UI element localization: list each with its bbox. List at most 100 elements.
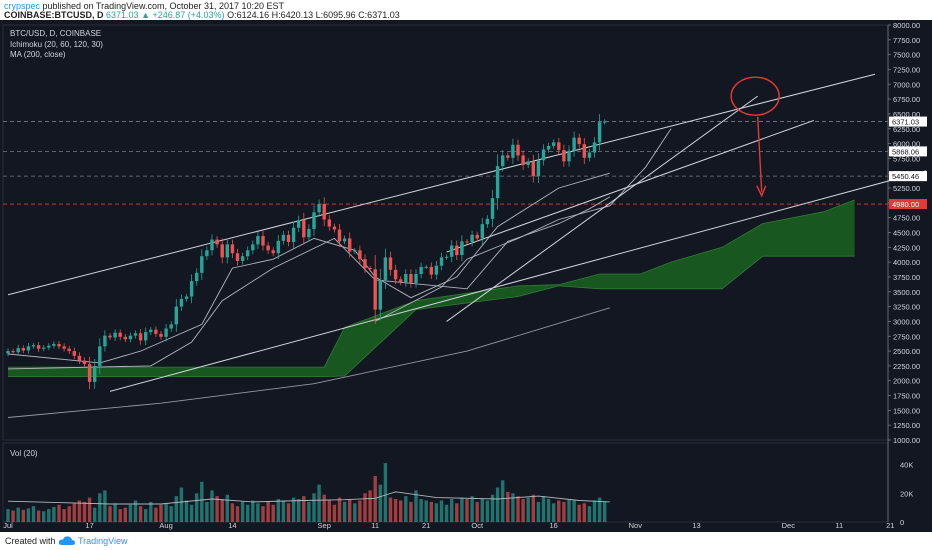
volume-bar	[6, 509, 10, 522]
candle-body	[368, 268, 372, 270]
candle-body	[138, 333, 143, 341]
volume-bar	[409, 501, 413, 522]
candle-body	[205, 250, 209, 257]
price-tick-label: 4750.00	[893, 214, 920, 223]
indicator-line-0	[7, 172, 610, 364]
price-tick-label: 6000.00	[893, 140, 920, 149]
ichimoku-cloud	[8, 199, 855, 378]
candle-body	[113, 332, 117, 338]
volume-bar	[312, 493, 316, 522]
price-marker-label-1: 5868.06	[892, 147, 919, 156]
price-marker-label-2: 5450.46	[892, 172, 919, 181]
candle-body	[266, 245, 270, 251]
tradingview-brand[interactable]: TradingView	[78, 536, 128, 546]
volume-bar	[470, 496, 474, 522]
candle-body	[200, 256, 204, 273]
candle-body	[572, 137, 576, 151]
candle-body	[11, 351, 15, 353]
volume-bar	[348, 499, 352, 522]
volume-bar	[174, 496, 178, 522]
volume-bar	[21, 509, 25, 522]
candle-body	[439, 257, 444, 266]
volume-bar	[582, 503, 586, 522]
candle-body	[531, 161, 535, 177]
candle-body	[6, 351, 10, 354]
volume-bar	[429, 501, 433, 522]
candle-body	[506, 155, 510, 158]
volume-bar	[164, 503, 168, 522]
volume-bar	[516, 496, 520, 522]
candle-body	[577, 137, 581, 145]
volume-bar	[419, 499, 423, 522]
volume-bar	[52, 506, 56, 522]
volume-bar	[399, 500, 403, 522]
candle-body	[546, 145, 551, 150]
candle-body	[133, 333, 138, 336]
candle-body	[195, 272, 199, 282]
candle-body	[399, 279, 403, 283]
time-tick-label: 11	[371, 521, 379, 530]
candle-body	[235, 253, 240, 261]
volume-bar	[414, 490, 418, 522]
candle-body	[434, 265, 439, 275]
candle-body	[174, 306, 178, 325]
trendline-0	[7, 73, 876, 296]
price-tick-label: 5750.00	[893, 154, 920, 163]
trendlines	[7, 73, 927, 392]
volume-bar	[506, 491, 510, 522]
volume-bar	[424, 500, 428, 522]
candle-body	[348, 238, 352, 252]
price-tick-label: 4250.00	[893, 243, 920, 252]
legend-volume[interactable]: Vol (20)	[10, 449, 38, 458]
down-arrow-head	[756, 185, 767, 198]
volume-bar	[455, 503, 459, 522]
footer: Created with TradingView	[0, 532, 932, 550]
author-link[interactable]: crypspec	[4, 1, 41, 11]
indicator-lines	[7, 128, 672, 418]
legend-ichimoku[interactable]: Ichimoku (20, 60, 120, 30)	[10, 39, 103, 49]
candle-body	[450, 245, 454, 257]
volume-bar	[82, 501, 87, 522]
candle-body	[480, 224, 484, 239]
candle-body	[77, 355, 82, 361]
candle-body	[363, 259, 367, 269]
legend-ma[interactable]: MA (200, close)	[10, 50, 66, 59]
volume-tick-label: 40K	[900, 461, 913, 470]
publish-line: crypspec published on TradingView.com, O…	[4, 1, 284, 11]
candle-body	[169, 324, 173, 329]
price-tick-label: 2000.00	[893, 377, 920, 386]
volume-bar	[317, 484, 321, 522]
candle-body	[378, 279, 382, 310]
candle-body	[16, 348, 20, 353]
price-marker-box-3	[889, 199, 927, 210]
candle-body	[312, 212, 316, 229]
price-marker-box-1	[889, 146, 927, 157]
volume-bar	[200, 481, 204, 522]
time-tick-label: Oct	[471, 521, 484, 530]
candle-body	[429, 266, 433, 275]
candle-body	[62, 346, 66, 349]
volume-bar	[205, 501, 209, 522]
candle-body	[276, 240, 280, 254]
price-change: ▲ +246.87 (+4.03%)	[141, 10, 225, 20]
published-text: published on TradingView.com, October 31…	[42, 1, 285, 11]
price-tick-label: 3500.00	[893, 288, 920, 297]
price-tick-label: 3750.00	[893, 273, 920, 282]
price-tick-label: 1000.00	[893, 436, 920, 445]
candle-body	[597, 122, 602, 143]
price-tick-label: 7750.00	[893, 36, 920, 45]
price-chart[interactable]: 8000.00 7750.00 7500.00 7250.00 7000.00 6750.…	[0, 20, 932, 532]
volume-bar	[179, 487, 184, 522]
candle-body	[490, 198, 495, 219]
volume-bar	[184, 500, 189, 522]
candle-body	[358, 250, 362, 260]
candle-body	[271, 250, 275, 254]
volume-bar	[291, 497, 296, 522]
price-tick-label: 6750.00	[893, 95, 920, 104]
legend-title: BTC/USD, D, COINBASE	[10, 29, 102, 38]
volume-bar	[77, 500, 82, 522]
volume-bar	[342, 501, 347, 522]
volume-bar	[98, 493, 102, 522]
candle-body	[31, 345, 36, 347]
trendline-3	[446, 95, 758, 322]
